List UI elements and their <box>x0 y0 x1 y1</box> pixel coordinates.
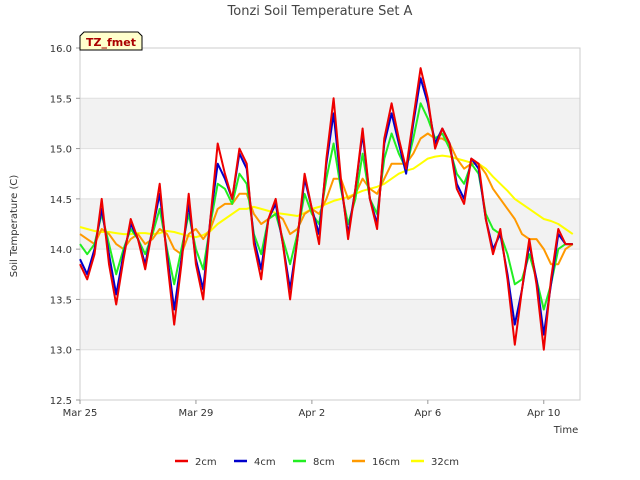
series-line-2cm <box>79 67 573 351</box>
y-axis-label: Soil Temperature (C) <box>9 175 20 278</box>
grid-bands <box>80 98 580 350</box>
series-line-32cm <box>79 154 574 239</box>
y-tick-label: 14.5 <box>50 195 72 206</box>
y-axis: 12.5 13.0 13.5 14.0 14.5 15.0 15.5 16.0 <box>50 44 80 407</box>
chart-title: Tonzi Soil Temperature Set A <box>227 4 413 19</box>
legend-label-4cm: 4cm <box>254 457 276 468</box>
y-tick-label: 14.0 <box>50 245 72 256</box>
y-tick-label: 12.5 <box>50 396 72 407</box>
badge-box <box>79 31 143 51</box>
badge-label: TZ_fmet <box>86 36 136 49</box>
series-line-8cm <box>79 102 573 311</box>
x-tick-label: Mar 25 <box>63 408 98 419</box>
legend-label-16cm: 16cm <box>372 457 400 468</box>
plot-frame <box>79 47 581 401</box>
legend-label-32cm: 32cm <box>431 457 459 468</box>
x-tick-label: Mar 29 <box>179 408 214 419</box>
x-tick-label: Apr 10 <box>527 408 560 419</box>
y-tick-label: 13.0 <box>50 346 72 357</box>
y-tick-label: 13.5 <box>50 295 72 306</box>
x-axis-label: Time <box>553 425 578 436</box>
series-line-16cm <box>79 132 574 266</box>
legend-label-8cm: 8cm <box>313 457 335 468</box>
y-tick-label: 15.5 <box>50 94 72 105</box>
x-tick-label: Apr 2 <box>298 408 325 419</box>
legend-label-2cm: 2cm <box>195 457 217 468</box>
legend: 2cm 4cm 8cm 16cm 32cm <box>175 457 459 468</box>
x-tick-label: Apr 6 <box>414 408 441 419</box>
grid-band <box>80 299 580 350</box>
y-tick-label: 15.0 <box>50 145 72 156</box>
y-tick-label: 16.0 <box>50 44 72 55</box>
x-axis: Mar 25 Mar 29 Apr 2 Apr 6 Apr 10 <box>63 400 560 419</box>
tz-fmet-badge: TZ_fmet <box>79 31 143 51</box>
series-lines <box>79 67 574 351</box>
